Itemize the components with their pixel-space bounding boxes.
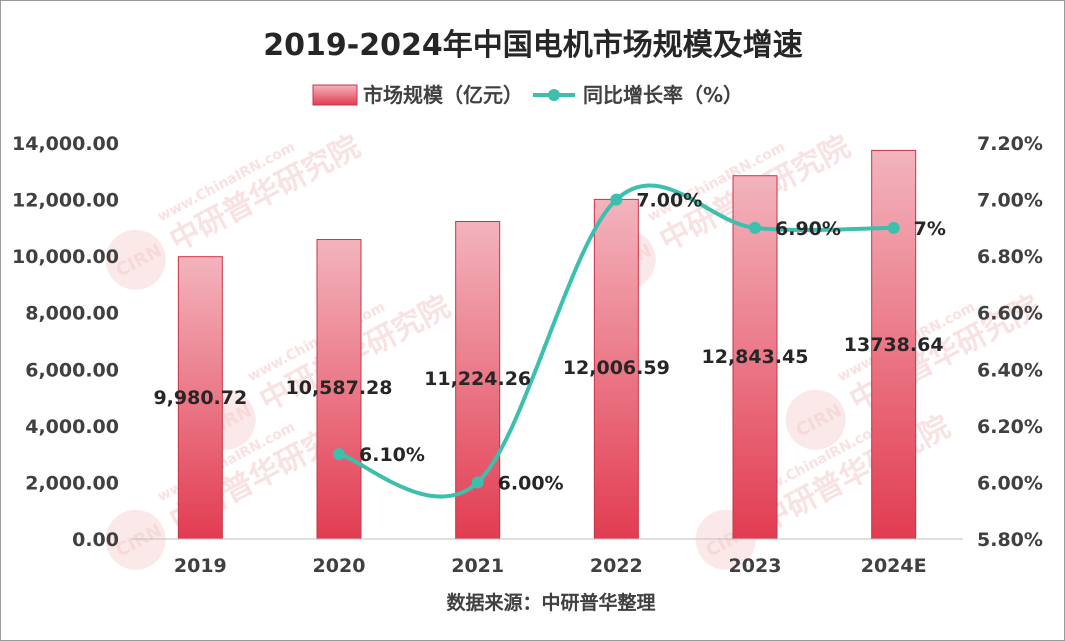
watermark-logo-icon bbox=[785, 389, 846, 450]
bar-data-label: 10,587.28 bbox=[286, 377, 393, 399]
watermark-logo-icon bbox=[105, 509, 166, 570]
source-note: 数据来源：中研普华整理 bbox=[446, 591, 655, 614]
x-tick-label: 2019 bbox=[174, 555, 227, 577]
y-axis-right: 5.80% 6.00% 6.20% 6.40% 6.60% 6.80% 7.00% 7.20% bbox=[977, 133, 1043, 551]
bar-series bbox=[177, 149, 917, 540]
line-data-label: 6.90% bbox=[775, 218, 841, 240]
chart-title: 2019-2024年中国电机市场规模及增速 bbox=[263, 28, 802, 63]
bar bbox=[177, 256, 223, 540]
bar-labels: 9,980.72 10,587.28 11,224.26 12,006.59 12,84… bbox=[153, 334, 943, 409]
x-tick-label: 2022 bbox=[590, 555, 643, 577]
bar-data-label: 12,006.59 bbox=[563, 357, 670, 379]
line-data-label: 6.10% bbox=[359, 444, 425, 466]
y-left-tick-label: 4,000.00 bbox=[25, 416, 119, 438]
line-labels: 6.10% 6.00% 7.00% 6.90% 7% bbox=[359, 190, 946, 495]
bar bbox=[316, 239, 362, 540]
legend-bar-label: 市场规模（亿元） bbox=[363, 83, 523, 107]
y-right-tick-label: 6.40% bbox=[977, 359, 1043, 381]
bar-data-label: 11,224.26 bbox=[424, 368, 531, 390]
line-point bbox=[749, 221, 761, 234]
line-point bbox=[887, 221, 900, 234]
y-left-tick-label: 6,000.00 bbox=[25, 359, 119, 381]
bar-data-label: 13738.64 bbox=[844, 334, 944, 356]
x-tick-label: 2021 bbox=[451, 555, 504, 577]
legend: 市场规模（亿元） 同比增长率（%） bbox=[312, 83, 743, 107]
y-left-tick-label: 10,000.00 bbox=[12, 246, 119, 268]
line-series bbox=[333, 183, 900, 499]
line-point bbox=[333, 448, 345, 461]
bar bbox=[732, 175, 778, 540]
line-point bbox=[610, 193, 623, 206]
watermark-logo-icon bbox=[105, 229, 166, 290]
x-tick-label: 2020 bbox=[313, 555, 366, 577]
bar-data-label: 12,843.45 bbox=[702, 346, 809, 368]
legend-line-label: 同比增长率（%） bbox=[583, 83, 743, 107]
y-axis-left: 0.00 2,000.00 4,000.00 6,000.00 8,000.00 10,0… bbox=[12, 133, 119, 551]
x-tick-label: 2023 bbox=[729, 555, 782, 577]
x-tick-label: 2024E bbox=[861, 555, 927, 577]
y-right-tick-label: 6.00% bbox=[977, 472, 1043, 494]
y-right-tick-label: 5.80% bbox=[977, 529, 1043, 551]
y-right-tick-label: 6.20% bbox=[977, 416, 1043, 438]
y-right-tick-label: 6.60% bbox=[977, 303, 1043, 325]
line-data-label: 7.00% bbox=[636, 190, 702, 212]
line-data-label: 6.00% bbox=[498, 472, 564, 494]
y-left-tick-label: 12,000.00 bbox=[12, 190, 119, 212]
legend-line-marker bbox=[548, 89, 560, 101]
y-left-tick-label: 14,000.00 bbox=[12, 133, 119, 155]
line-point bbox=[471, 476, 484, 489]
bar bbox=[593, 198, 639, 540]
y-left-tick-label: 8,000.00 bbox=[25, 303, 119, 325]
y-left-tick-label: 0.00 bbox=[72, 529, 119, 551]
y-right-tick-label: 7.20% bbox=[977, 133, 1043, 155]
bar bbox=[871, 149, 917, 540]
growth-line bbox=[338, 183, 894, 499]
x-axis: 2019 2020 2021 2022 2023 2024E bbox=[174, 555, 927, 577]
line-data-label: 7% bbox=[914, 218, 946, 240]
y-right-tick-label: 7.00% bbox=[977, 190, 1043, 212]
y-left-tick-label: 2,000.00 bbox=[25, 472, 119, 494]
legend-bar-swatch bbox=[312, 84, 358, 106]
y-right-tick-label: 6.80% bbox=[977, 246, 1043, 268]
bar-data-label: 9,980.72 bbox=[153, 387, 247, 409]
